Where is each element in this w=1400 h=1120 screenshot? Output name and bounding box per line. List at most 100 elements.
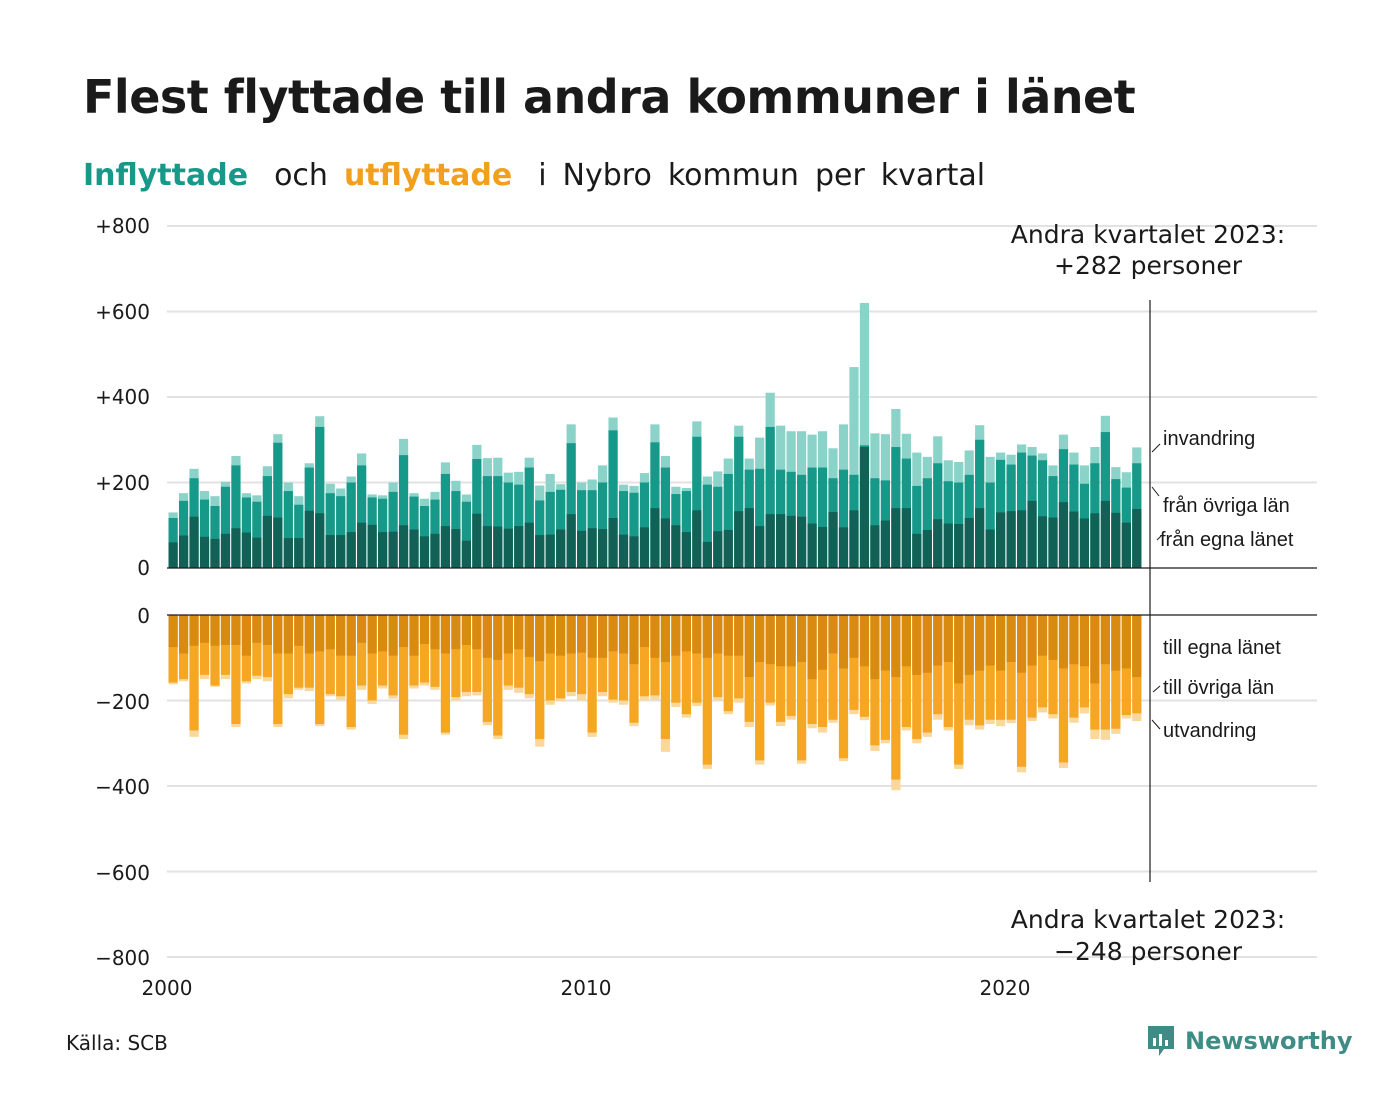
bar-inflyttade-ovriga-lan [1100, 432, 1110, 568]
bar-inflyttade-egna-lanet [430, 533, 440, 568]
bar-utflyttade-egna-lanet [220, 615, 231, 645]
bar-utflyttade-ovriga-lan [639, 615, 650, 697]
bar-inflyttade-ovriga-lan [398, 455, 409, 568]
bar-inflyttade-egna-lanet [1016, 510, 1027, 568]
bar-inflyttade-egna-lanet [398, 525, 409, 568]
bar-inflyttade-egna-lanet [283, 538, 293, 568]
bar-inflyttade-egna-lanet [996, 512, 1006, 568]
bar-utflyttade-egna-lanet [797, 615, 807, 663]
bar-inflyttade-egna-lanet [315, 513, 325, 568]
bar-inflyttade-egna-lanet [1111, 512, 1121, 568]
bar-inflyttade-ovriga-lan [912, 485, 922, 568]
bar-inflyttade-egna-lanet [933, 519, 943, 568]
bar-utflyttade-egna-lanet [304, 615, 314, 654]
bar-inflyttade-egna-lanet [723, 529, 733, 568]
bar-inflyttade-egna-lanet [556, 529, 566, 568]
bar-utflyttade-egna-lanet [493, 615, 503, 660]
bar-utflyttade-egna-lanet [357, 615, 367, 643]
bar-inflyttade-ovriga-lan [870, 478, 880, 568]
bar-inflyttade-egna-lanet [388, 531, 398, 568]
bar-inflyttade-ovriga-lan [817, 467, 828, 568]
bar-inflyttade-egna-lanet [357, 522, 367, 568]
bar-inflyttade-egna-lanet [618, 534, 629, 568]
bar-inflyttade-egna-lanet [859, 447, 870, 568]
bar-utflyttade-egna-lanet [734, 615, 744, 656]
bar-inflyttade-ovriga-lan [545, 491, 555, 568]
bar-inflyttade-ovriga-lan [765, 426, 775, 568]
bar-utflyttade-egna-lanet [587, 615, 597, 658]
bar-inflyttade-ovriga-lan [807, 467, 817, 568]
bar-inflyttade-ovriga-lan [336, 496, 346, 568]
bar-utflyttade-egna-lanet [817, 615, 828, 670]
bar-inflyttade-ovriga-lan [681, 491, 691, 568]
bar-inflyttade-ovriga-lan [702, 484, 712, 568]
bar-inflyttade-ovriga-lan [1016, 452, 1027, 568]
bar-utflyttade-ovriga-lan [681, 615, 691, 715]
bar-utflyttade-egna-lanet [430, 615, 440, 650]
bar-utflyttade-egna-lanet [346, 615, 356, 656]
bar-utflyttade-ovriga-lan [954, 615, 964, 765]
bar-utflyttade-egna-lanet [482, 615, 492, 658]
bar-inflyttade-egna-lanet [262, 515, 272, 568]
bar-utflyttade-egna-lanet [1016, 615, 1027, 673]
subtitle-och: och [274, 158, 328, 193]
bar-utflyttade-ovriga-lan [1027, 615, 1037, 718]
x-tick-label: 2020 [980, 976, 1031, 1000]
bar-inflyttade-egna-lanet [964, 517, 974, 568]
bar-inflyttade-egna-lanet [1100, 500, 1110, 568]
y-tick-label: −800 [95, 946, 150, 970]
bar-inflyttade-egna-lanet [828, 512, 838, 568]
bar-utflyttade-ovriga-lan [838, 615, 849, 759]
bar-utflyttade-ovriga-lan [608, 615, 618, 700]
bar-utflyttade-ovriga-lan [199, 615, 210, 675]
subtitle-inflyttade: Inflyttade [83, 158, 249, 193]
bar-inflyttade-egna-lanet [786, 515, 796, 568]
bar-utflyttade-egna-lanet [168, 615, 178, 648]
bar-inflyttade-ovriga-lan [922, 478, 932, 568]
bar-utflyttade-egna-lanet [294, 615, 304, 646]
bar-inflyttade-egna-lanet [608, 517, 618, 568]
bar-utflyttade-egna-lanet [639, 615, 650, 648]
bar-utflyttade-ovriga-lan [482, 615, 492, 722]
chart-title: Flest flyttade till andra kommuner i län… [83, 70, 1136, 124]
bar-inflyttade-egna-lanet [178, 535, 189, 568]
bar-inflyttade-egna-lanet [168, 542, 178, 568]
bar-utflyttade-ovriga-lan [535, 615, 545, 739]
bar-utflyttade-ovriga-lan [430, 615, 440, 687]
bar-utflyttade-egna-lanet [315, 615, 325, 652]
bar-utflyttade-egna-lanet [1111, 615, 1121, 671]
bar-utflyttade-egna-lanet [1069, 615, 1079, 665]
annotation-bottom-line2: −248 personer [1054, 937, 1243, 966]
bar-inflyttade-ovriga-lan [1037, 460, 1048, 568]
bar-utflyttade-egna-lanet [472, 615, 482, 650]
bar-utflyttade-ovriga-lan [797, 615, 807, 761]
bar-inflyttade-ovriga-lan [472, 458, 482, 568]
bar-utflyttade-ovriga-lan [1016, 615, 1027, 767]
bar-inflyttade-ovriga-lan [629, 492, 639, 568]
bar-utflyttade-ovriga-lan [587, 615, 597, 733]
label-leader [1156, 535, 1162, 541]
y-tick-label: −600 [95, 861, 150, 885]
bar-utflyttade-egna-lanet [650, 615, 660, 658]
bar-utflyttade-egna-lanet [681, 615, 691, 652]
bar-inflyttade-ovriga-lan [618, 491, 629, 568]
bar-utflyttade-ovriga-lan [734, 615, 744, 699]
bar-inflyttade-egna-lanet [514, 526, 524, 568]
grid-lines [167, 225, 1317, 958]
bar-inflyttade-ovriga-lan [524, 467, 534, 568]
annotation-top-line2: +282 personer [1054, 251, 1243, 280]
bar-utflyttade-egna-lanet [891, 615, 901, 677]
subtitle-word: kommun [667, 158, 799, 193]
y-tick-label: 0 [137, 556, 150, 580]
bar-inflyttade-egna-lanet [1037, 516, 1048, 568]
bar-utflyttade-egna-lanet [786, 615, 796, 667]
bar-inflyttade-ovriga-lan [556, 489, 566, 568]
bar-utflyttade-ovriga-lan [398, 615, 409, 735]
bar-utflyttade-ovriga-lan [493, 615, 503, 736]
bar-utflyttade-egna-lanet [514, 615, 524, 650]
bar-inflyttade-ovriga-lan [650, 442, 660, 568]
utflyttade-bars [168, 615, 1142, 791]
bar-inflyttade-egna-lanet [692, 510, 702, 568]
bar-utflyttade-egna-lanet [996, 615, 1006, 671]
